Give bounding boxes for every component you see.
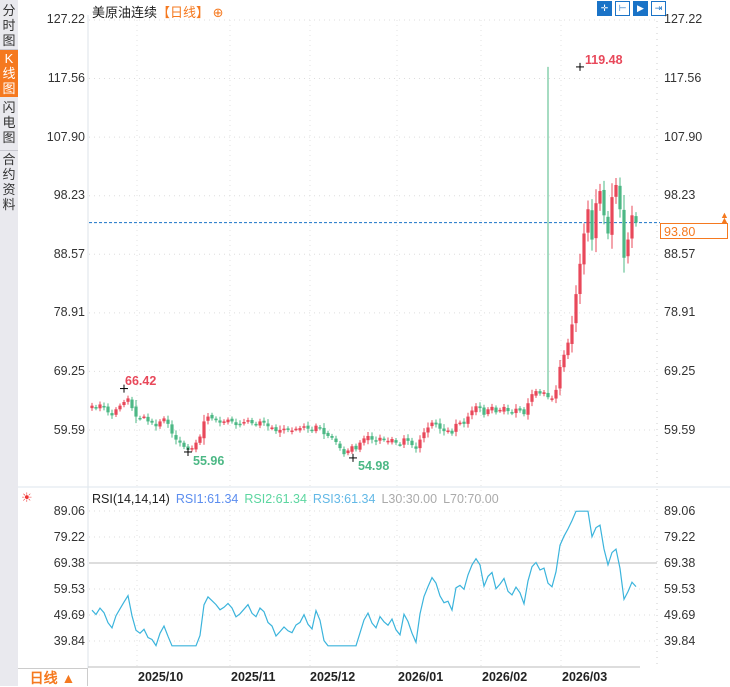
divider [0, 49, 18, 50]
price-tick: 88.57 [664, 247, 696, 261]
price-tick: 117.56 [47, 71, 85, 85]
tab-kline[interactable]: K线图 [0, 50, 18, 97]
goto-end-icon[interactable]: ⇥ [651, 1, 666, 16]
rsi-tick: 39.84 [664, 634, 696, 648]
l70-value: L70:70.00 [443, 492, 499, 506]
range-icon[interactable]: ⊢ [615, 1, 630, 16]
price-tick: 69.25 [53, 364, 85, 378]
price-tick: 59.59 [53, 423, 85, 437]
rsi-tick: 69.38 [664, 556, 696, 570]
tab-contract-info[interactable]: 合约资料 [2, 152, 16, 212]
low-annotation: 54.98 [358, 459, 390, 473]
price-tick: 78.91 [53, 305, 85, 319]
price-tick: 127.22 [46, 12, 85, 26]
rsi-tick: 89.06 [53, 504, 85, 518]
high-annotation: 66.42 [125, 374, 157, 388]
rsi2-value: RSI2:61.34 [244, 492, 307, 506]
price-axis-right: 127.22 117.56 107.90 98.23 88.57 78.91 6… [664, 0, 730, 686]
chart-toolbar: ✛ ⊢ ▶ ⇥ [597, 1, 666, 16]
price-tick: 88.57 [53, 247, 85, 261]
period-label: 【日线】 [157, 5, 210, 20]
rsi-title: RSI(14,14,14) [92, 492, 170, 506]
period-selector[interactable]: 日线 ▲ [18, 668, 88, 686]
rsi-tick: 39.84 [53, 634, 85, 648]
price-tick: 78.91 [664, 305, 696, 319]
rsi1-value: RSI1:61.34 [175, 492, 239, 506]
high-annotation: 119.48 [585, 53, 623, 67]
rsi-tick: 69.38 [53, 556, 85, 570]
price-tick: 107.90 [46, 130, 85, 144]
crosshair-icon[interactable]: ✛ [597, 1, 612, 16]
price-tick: 98.23 [664, 188, 696, 202]
add-indicator-icon[interactable]: ⊕ [212, 5, 224, 20]
chart-title: 美原油连续【日线】 ⊕ [92, 2, 224, 21]
divider [0, 150, 18, 151]
date-label: 2025/12 [310, 670, 356, 684]
rsi3-value: RSI3:61.34 [312, 492, 376, 506]
date-label: 2025/11 [231, 670, 276, 684]
price-tick: 117.56 [664, 71, 702, 85]
rsi-tick: 79.22 [664, 530, 696, 544]
rsi-tick: 59.53 [664, 582, 696, 596]
instrument-name: 美原油连续 [92, 5, 158, 20]
l30-value: L30:30.00 [381, 492, 438, 506]
rsi-tick: 49.69 [53, 608, 85, 622]
scroll-up-icon[interactable]: ▲ ▲ [720, 210, 729, 225]
price-tick: 127.22 [664, 12, 703, 26]
date-label: 2026/02 [482, 670, 528, 684]
price-tick: 107.90 [664, 130, 703, 144]
price-tick: 69.25 [664, 364, 696, 378]
low-annotation: 55.96 [193, 454, 225, 468]
price-tick: 98.23 [53, 188, 85, 202]
play-icon[interactable]: ▶ [633, 1, 648, 16]
tab-timeshare[interactable]: 分时图 [2, 3, 16, 48]
rsi-tick: 79.22 [53, 530, 85, 544]
rsi-tick: 49.69 [664, 608, 696, 622]
rsi-legend: RSI(14,14,14) RSI1:61.34 RSI2:61.34 RSI3:61… [92, 492, 505, 506]
price-axis-left: 127.22 117.56 107.90 98.23 88.57 78.91 6… [18, 0, 85, 686]
last-price-badge: 93.80 [660, 223, 728, 239]
sidebar: 分时图 K线图 闪电图 合约资料 [0, 0, 18, 686]
price-tick: 59.59 [664, 423, 696, 437]
date-label: 2026/01 [398, 670, 444, 684]
rsi-tick: 59.53 [53, 582, 85, 596]
date-label: 2025/10 [138, 670, 184, 684]
rsi-tick: 89.06 [664, 504, 696, 518]
indicator-settings-icon[interactable]: ☀ [21, 490, 33, 505]
date-label: 2026/03 [562, 670, 608, 684]
tab-flash[interactable]: 闪电图 [2, 100, 16, 145]
